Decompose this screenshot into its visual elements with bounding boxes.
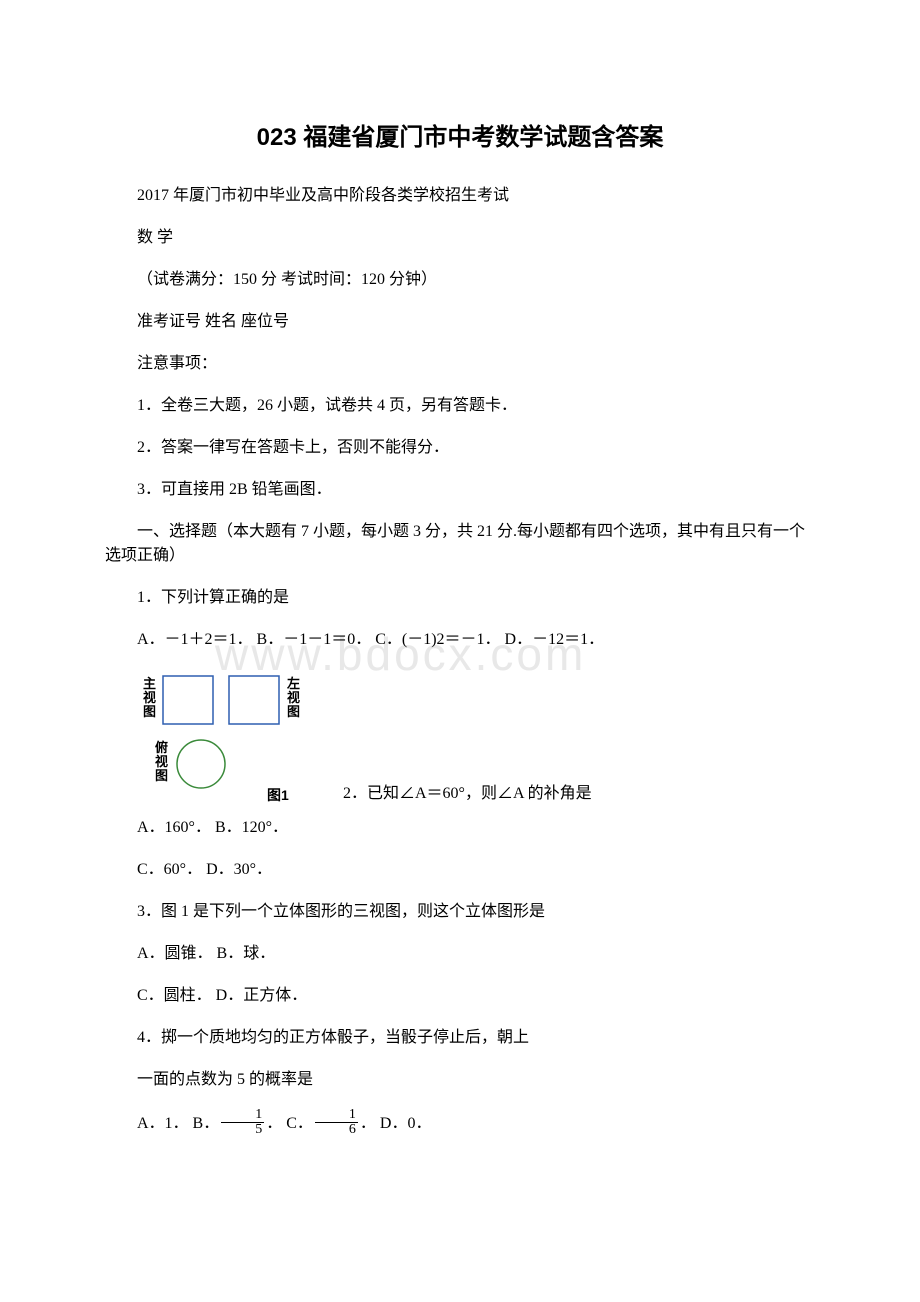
page-title: 023 福建省厦门市中考数学试题含答案 [105, 120, 815, 156]
question-4-options: A．1． B．15． C．16． D．0． [105, 1110, 815, 1139]
candidate-fields-line: 准考证号 姓名 座位号 [105, 310, 815, 334]
fraction-1-5-num: 1 [221, 1108, 264, 1123]
question-2-options-2: C．60°． D．30°． [105, 858, 815, 882]
three-view-figure: 主 视 图 左 视 图 俯 视 图 图1 2．已知∠A＝60°，则∠A 的补角是 [105, 670, 815, 810]
left-view-rect [229, 676, 279, 724]
main-view-label-3: 图 [143, 704, 156, 719]
q4-opt-bc-text: ． C． [266, 1115, 313, 1132]
question-2-options-1: A．160°． B．120°． [105, 816, 815, 840]
three-view-svg: 主 视 图 左 视 图 俯 视 图 图1 [137, 670, 327, 810]
question-1: 1．下列计算正确的是 [105, 586, 815, 610]
question-3-options-1: A．圆锥． B．球． [105, 942, 815, 966]
top-view-circle [177, 740, 225, 788]
notice-item-1: 1．全卷三大题，26 小题，试卷共 4 页，另有答题卡． [105, 394, 815, 418]
main-view-label: 主 [143, 676, 156, 691]
notice-heading: 注意事项： [105, 352, 815, 376]
left-view-label: 左 [287, 676, 300, 691]
notice-item-3: 3．可直接用 2B 铅笔画图． [105, 478, 815, 502]
fraction-1-5-den: 5 [221, 1123, 264, 1137]
fraction-1-5: 15 [221, 1108, 264, 1137]
q4-opt-a-text: A．1． B． [137, 1115, 219, 1132]
top-view-label-3: 图 [155, 768, 168, 783]
fraction-1-6: 16 [315, 1108, 358, 1137]
left-view-label-2: 视 [287, 690, 300, 705]
q4-opt-d-text: ． D．0． [360, 1115, 432, 1132]
notice-item-2: 2．答案一律写在答题卡上，否则不能得分． [105, 436, 815, 460]
figure-caption: 图1 [267, 787, 289, 803]
fraction-1-6-num: 1 [315, 1108, 358, 1123]
question-4: 4．掷一个质地均匀的正方体骰子，当骰子停止后，朝上 [105, 1026, 815, 1050]
top-view-label: 俯 [155, 740, 168, 755]
question-4-line2: 一面的点数为 5 的概率是 [105, 1068, 815, 1092]
left-view-label-3: 图 [287, 704, 300, 719]
exam-header-line: 2017 年厦门市初中毕业及高中阶段各类学校招生考试 [105, 184, 815, 208]
exam-info-line: （试卷满分：150 分 考试时间：120 分钟） [105, 268, 815, 292]
top-view-label-2: 视 [155, 754, 168, 769]
main-view-rect [163, 676, 213, 724]
subject-line: 数 学 [105, 226, 815, 250]
question-3: 3．图 1 是下列一个立体图形的三视图，则这个立体图形是 [105, 900, 815, 924]
section-1-heading: 一、选择题（本大题有 7 小题，每小题 3 分，共 21 分.每小题都有四个选项… [105, 520, 815, 568]
question-2: 2．已知∠A＝60°，则∠A 的补角是 [343, 782, 815, 806]
question-1-options: A．－1＋2＝1． B．－1－1＝0． C．(－1)2＝－1． D．－12＝1． [105, 628, 815, 652]
main-view-label-2: 视 [143, 690, 156, 705]
question-3-options-2: C．圆柱． D．正方体． [105, 984, 815, 1008]
fraction-1-6-den: 6 [315, 1123, 358, 1137]
